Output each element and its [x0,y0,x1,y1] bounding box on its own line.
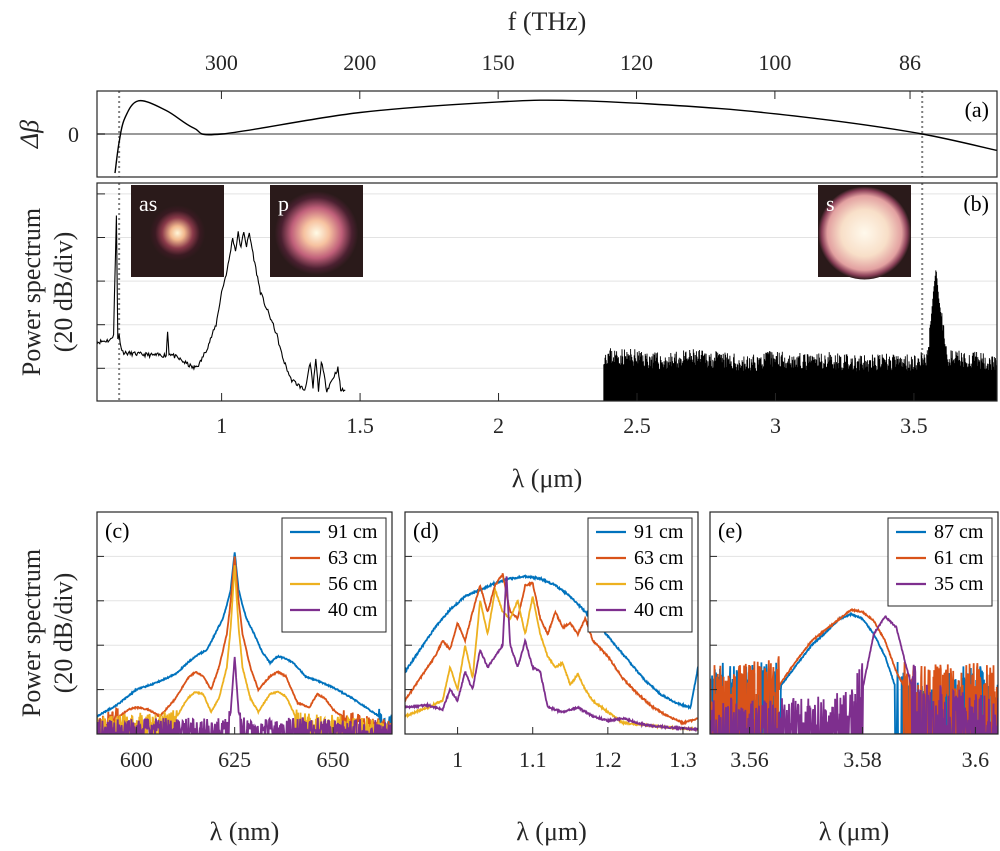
x-axis-label: λ (μm) [512,464,583,493]
series-line [97,656,392,734]
legend-entry: 56 cm [634,573,684,595]
top-axis-label: f (THz) [508,7,587,36]
legend-entry: 91 cm [634,521,684,543]
series-line [97,556,392,734]
plot-frame [96,182,998,402]
y-axis-label: (20 dB/div) [49,573,78,694]
top-tick-label: 200 [343,50,376,75]
legend-entry: 61 cm [934,547,984,569]
x-tick-label: 2 [493,413,504,438]
series-line [405,576,698,733]
beam-profile [149,205,206,261]
x-tick-label: 650 [317,747,350,772]
y-axis-label: Δβ [15,120,44,149]
top-tick-label: 120 [620,50,653,75]
series-line [97,552,392,734]
plot-frame [404,511,699,735]
x-tick-label: 1.2 [594,747,622,772]
panel-b: 1 1.5 2 2.5 3 3.5 as p s (b) Power spectrum (20 dB/… [17,182,998,493]
inset-label: as [139,191,157,216]
x-tick-label: 1 [216,413,227,438]
lower-ylabel: Power spectrum (20 dB/div) [17,549,78,717]
legend-entry: 63 cm [328,547,378,569]
legend-entry: 91 cm [328,521,378,543]
series-line [710,615,998,734]
x-tick-label: 2.5 [623,413,651,438]
top-tick-label: 150 [482,50,515,75]
x-tick-label: 1.3 [669,747,697,772]
beam-profile [818,186,911,280]
top-tick-label: 300 [205,50,238,75]
legend-entry: 87 cm [934,521,984,543]
legend-frame [587,517,693,633]
spectrum-line [97,215,346,393]
legend-entry: 63 cm [634,547,684,569]
x-tick-label: 600 [120,747,153,772]
plot-frame [709,511,999,735]
y-tick-label: 0 [68,122,79,147]
y-axis-label: Power spectrum [17,549,46,717]
panel-e: 3.56 3.58 3.6 (e) λ (μm) 87 cm 61 cm 35 cm [709,511,999,846]
x-tick-label: 1.5 [346,413,374,438]
series-line [405,573,698,726]
legend: 91 cm 63 cm 56 cm 40 cm [281,517,387,633]
panel-label: (e) [718,518,742,543]
x-axis-label: λ (μm) [516,817,587,846]
panel-label: (b) [963,191,989,216]
x-tick-label: 1.1 [519,747,547,772]
top-tick-label: 100 [758,50,791,75]
series-line [710,607,998,734]
inset-label: p [278,191,289,216]
legend-entry: 40 cm [328,599,378,621]
x-tick-label: 3.58 [843,747,882,772]
panel-a: 0 300 200 150 120 100 86 f (THz) Δβ (a) [15,7,998,178]
panel-c: 600 625 650 (c) λ (nm) 91 cm 63 cm 56 cm 40 cm [96,511,393,846]
panel-label: (d) [413,518,439,543]
panel-label: (a) [965,97,989,122]
x-axis-label: λ (μm) [819,817,890,846]
legend-entry: 35 cm [934,573,984,595]
delta-beta-curve [114,99,997,174]
x-tick-label: 3.6 [962,747,990,772]
spectrum-line [603,270,997,401]
legend-entry: 40 cm [634,599,684,621]
panel-label: (c) [105,518,129,543]
x-tick-label: 3.5 [900,413,928,438]
plot-frame [96,511,393,735]
beam-profile [274,191,359,275]
y-axis-label: (20 dB/div) [49,232,78,353]
panel-d: 1 1.1 1.2 1.3 (d) λ (μm) 91 cm 63 cm 56 cm 40 cm [404,511,699,846]
x-tick-label: 1 [452,747,463,772]
legend-entry: 56 cm [328,573,378,595]
legend: 87 cm 61 cm 35 cm [887,517,993,607]
x-tick-label: 3.56 [730,747,769,772]
y-axis-label: Power spectrum [17,208,46,376]
inset-label: s [826,191,835,216]
top-tick-label: 86 [899,50,921,75]
series-line [405,574,698,710]
x-tick-label: 625 [218,747,251,772]
legend: 91 cm 63 cm 56 cm 40 cm [587,517,693,633]
x-tick-label: 3 [770,413,781,438]
x-axis-label: λ (nm) [210,817,280,846]
legend-frame [281,517,387,633]
